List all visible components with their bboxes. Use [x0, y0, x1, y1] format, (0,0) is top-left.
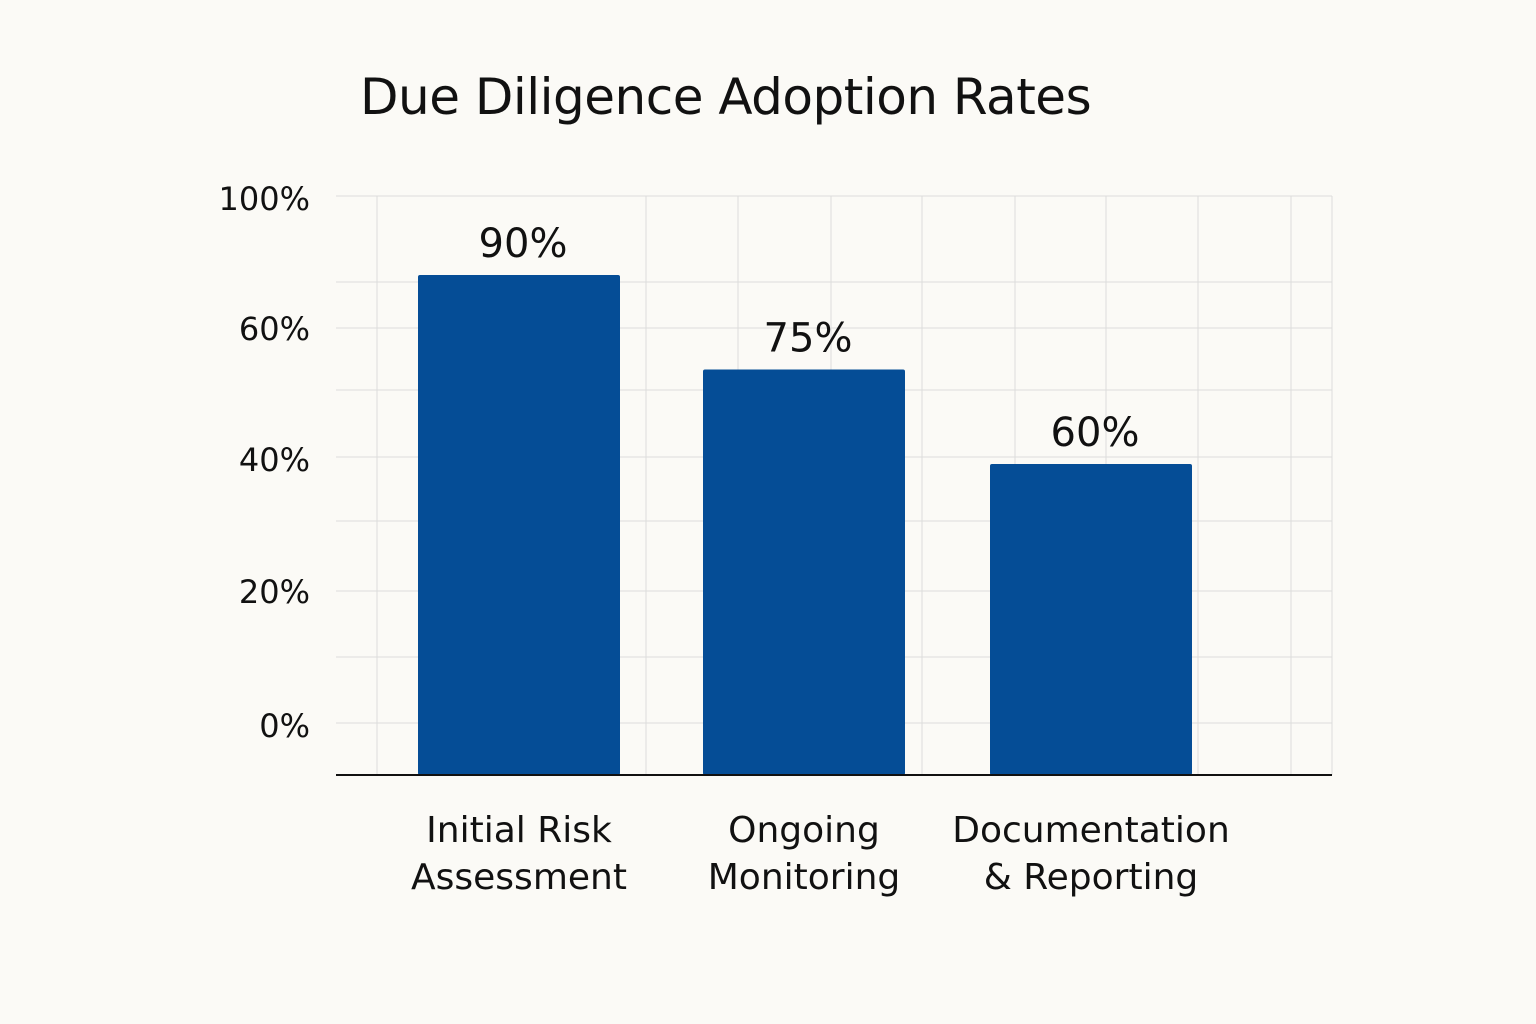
y-tick-label: 100%: [219, 180, 310, 218]
x-tick-label: Assessment: [411, 857, 627, 898]
y-tick-label: 40%: [239, 441, 310, 479]
y-tick-label: 60%: [239, 310, 310, 348]
data-label: 60%: [1051, 410, 1140, 456]
x-tick-label: Initial Risk: [426, 810, 612, 851]
x-tick-label: Documentation: [952, 810, 1230, 851]
bar: [703, 369, 905, 775]
bar: [990, 464, 1192, 775]
x-tick-label: & Reporting: [984, 857, 1199, 898]
x-tick-label: Monitoring: [708, 857, 901, 898]
bar: [418, 275, 620, 775]
y-tick-label: 0%: [259, 707, 310, 745]
data-label: 75%: [764, 316, 853, 362]
x-tick-label: Ongoing: [728, 810, 880, 851]
data-label: 90%: [479, 221, 568, 267]
y-tick-label: 20%: [239, 573, 310, 611]
chart-title: Due Diligence Adoption Rates: [360, 68, 1092, 126]
